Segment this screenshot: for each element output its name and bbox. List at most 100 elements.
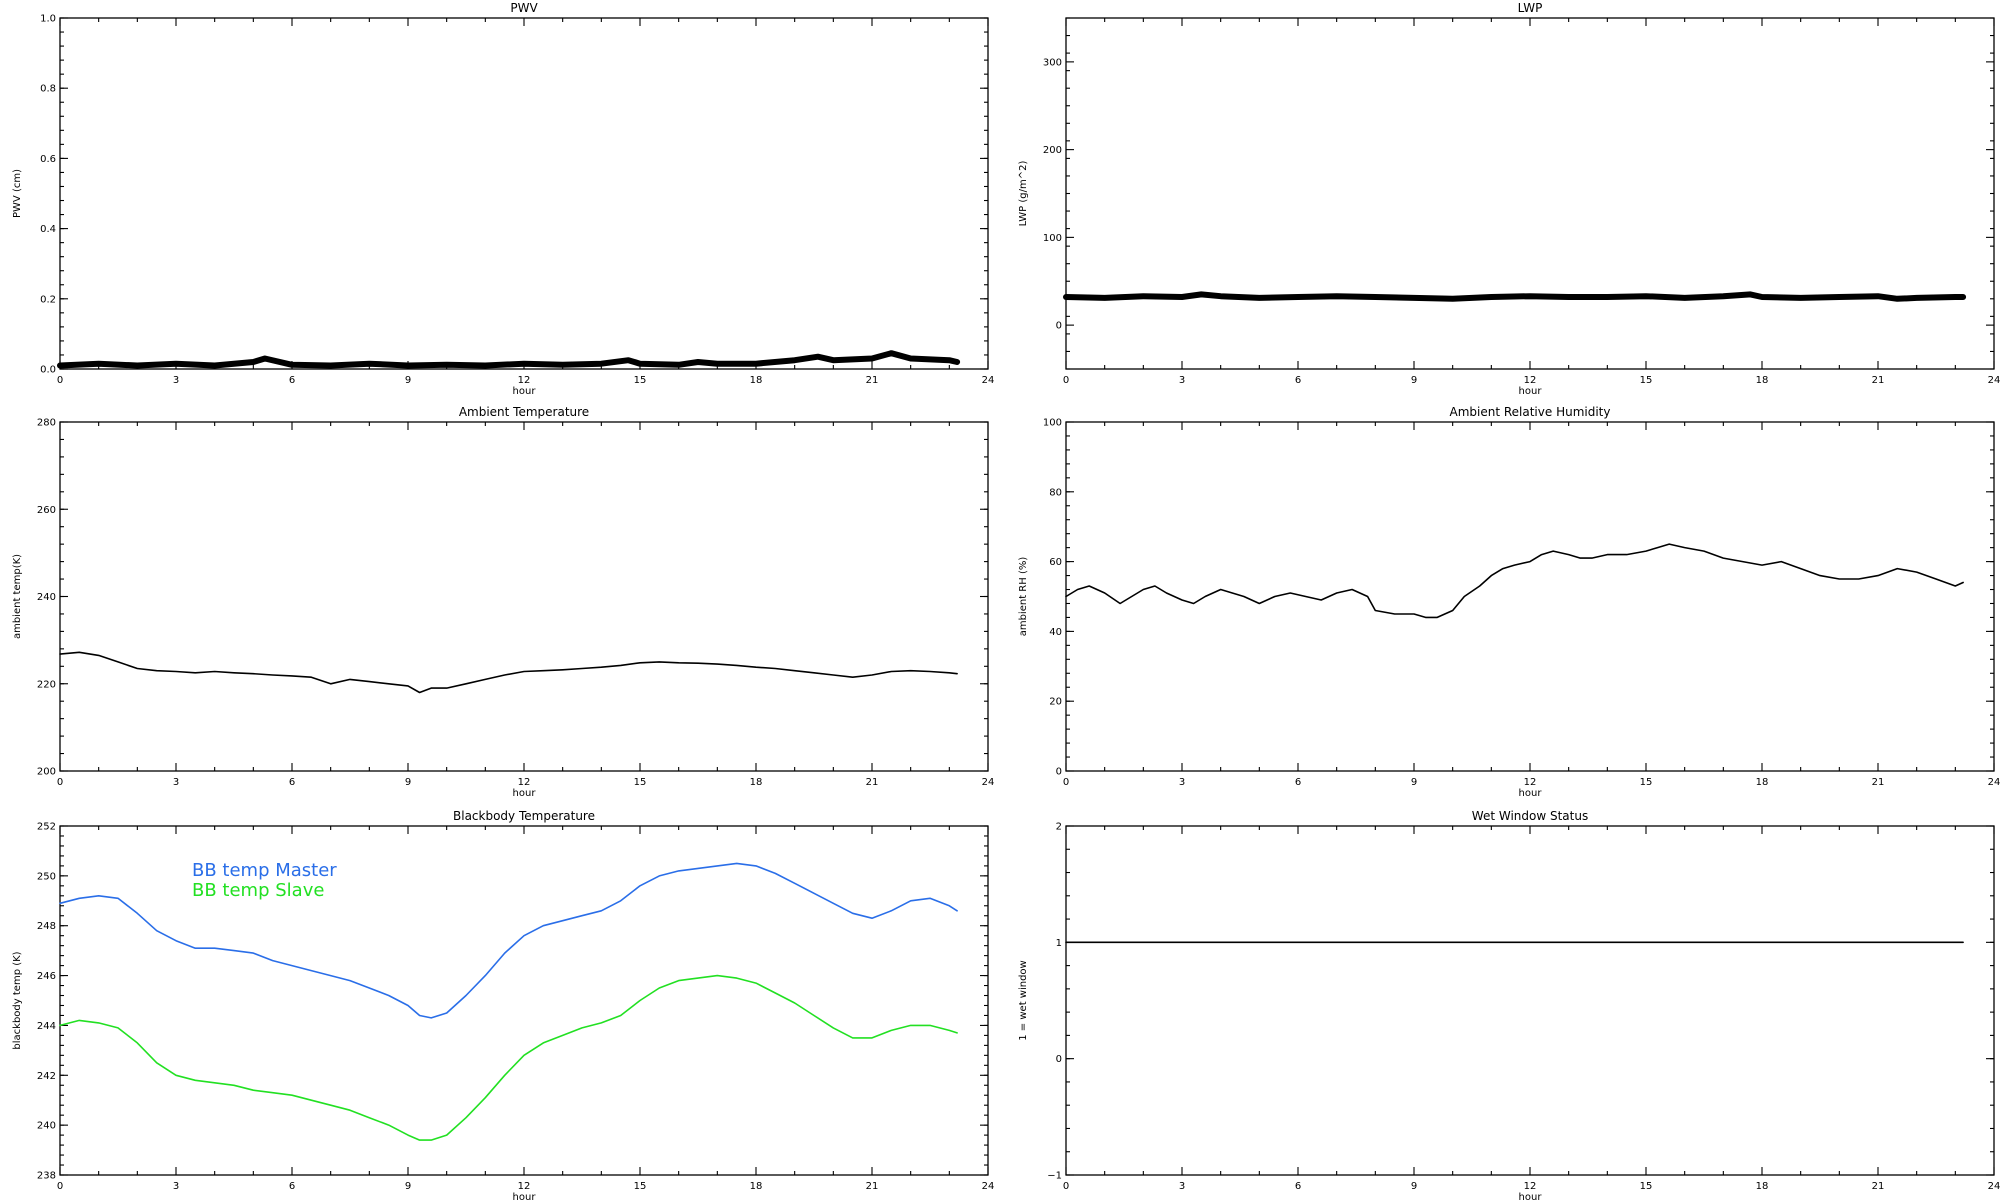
chart-ambient-temp: Ambient Temperature 0 3 6 9 12 15 18 21 24 hour 200…: [12, 405, 994, 799]
x-tick-label: 12: [518, 777, 531, 788]
x-tick-label: 18: [1756, 375, 1769, 386]
x-tick-label: 24: [982, 777, 995, 788]
y-axis-label: blackbody temp (K): [12, 951, 23, 1049]
chart-ambient-rh: Ambient Relative Humidity 0 3 6 9 12 15 18 21 24 h…: [1018, 405, 2000, 799]
y-tick-label: 100: [1043, 233, 1062, 244]
x-tick-label: 0: [1063, 1181, 1069, 1192]
series-line-pwv: [57, 350, 961, 369]
y-axis-label: ambient RH (%): [1018, 557, 1029, 637]
x-tick-label: 0: [57, 777, 63, 788]
y-tick-label: 40: [1049, 627, 1062, 638]
y-tick-label: 200: [37, 767, 56, 778]
y-tick-label: 1: [1056, 938, 1062, 949]
plot-frame: [59, 421, 989, 772]
x-tick-label: 3: [173, 375, 179, 386]
x-tick-label: 24: [982, 375, 995, 386]
x-tick-label: 12: [1524, 777, 1537, 788]
chart-title: Ambient Relative Humidity: [1450, 405, 1611, 419]
x-tick-label: 21: [1872, 375, 1885, 386]
x-tick-label: 0: [1063, 375, 1069, 386]
chart-pwv: PWV 0 3 6 9 12 15 18 21 24 hour 0.0 0.2 0.4 0.6 0.8 1.0 P…: [12, 1, 994, 397]
chart-lwp: LWP 0 3 6 9 12 15 18 21 24 hour 0 100 200 300 LWP (g/m^…: [1018, 1, 2000, 397]
y-tick-label: 0.6: [40, 154, 56, 165]
x-tick-label: 3: [1179, 777, 1185, 788]
x-tick-label: 6: [1295, 375, 1301, 386]
chart-title: Ambient Temperature: [459, 405, 589, 419]
x-tick-label: 21: [866, 777, 879, 788]
x-tick-label: 3: [173, 777, 179, 788]
series-line-ambient-temp: [59, 651, 958, 694]
x-tick-label: 12: [1524, 375, 1537, 386]
x-axis-label: hour: [513, 386, 537, 397]
x-tick-label: 15: [1640, 375, 1653, 386]
x-tick-label: 0: [57, 1181, 63, 1192]
x-tick-label: 3: [1179, 1181, 1185, 1192]
y-tick-label: 20: [1049, 697, 1062, 708]
chart-title: PWV: [510, 1, 538, 15]
x-tick-label: 9: [405, 777, 411, 788]
x-tick-label: 15: [1640, 1181, 1653, 1192]
plot-frame: [1065, 825, 1995, 1176]
y-tick-label: 0: [1056, 767, 1062, 778]
y-tick-label: 238: [37, 1171, 56, 1182]
x-axis-label: hour: [1519, 386, 1543, 397]
x-tick-label: 18: [750, 777, 763, 788]
x-tick-label: 24: [1988, 777, 2000, 788]
y-tick-label: 1.0: [40, 14, 56, 25]
chart-title: LWP: [1518, 1, 1543, 15]
y-tick-label: 0: [1056, 321, 1062, 332]
x-tick-label: 18: [750, 1181, 763, 1192]
y-tick-label: 100: [1043, 418, 1062, 429]
y-axis-label: ambient temp(K): [12, 554, 23, 639]
y-tick-label: 260: [37, 505, 56, 516]
x-tick-label: 21: [866, 1181, 879, 1192]
y-tick-label: 0: [1056, 1054, 1062, 1065]
x-tick-label: 9: [1411, 777, 1417, 788]
x-tick-label: 15: [634, 375, 647, 386]
x-tick-label: 0: [1063, 777, 1069, 788]
legend-entry: BB temp Slave: [192, 880, 324, 901]
y-tick-label: 220: [37, 679, 56, 690]
y-tick-label: 246: [37, 971, 56, 982]
chart-title: Blackbody Temperature: [453, 809, 595, 823]
chart-title: Wet Window Status: [1472, 809, 1588, 823]
x-tick-label: 18: [750, 375, 763, 386]
x-tick-label: 9: [1411, 375, 1417, 386]
x-tick-label: 9: [405, 375, 411, 386]
y-tick-label: 0.8: [40, 84, 56, 95]
y-axis-label: LWP (g/m^2): [1018, 161, 1029, 227]
y-tick-label: 250: [37, 871, 56, 882]
x-tick-label: 9: [1411, 1181, 1417, 1192]
x-axis-label: hour: [513, 1192, 537, 1200]
y-tick-label: 300: [1043, 57, 1062, 68]
y-axis-label: PWV (cm): [12, 169, 23, 218]
x-tick-label: 24: [1988, 375, 2000, 386]
plot-frame: [1065, 17, 1995, 370]
x-tick-label: 15: [634, 1181, 647, 1192]
x-tick-label: 12: [518, 1181, 531, 1192]
x-axis-label: hour: [513, 788, 537, 799]
x-tick-label: 15: [1640, 777, 1653, 788]
series-line-bb-temp-slave: [59, 974, 958, 1141]
x-tick-label: 21: [866, 375, 879, 386]
x-tick-label: 12: [518, 375, 531, 386]
series-line-lwp: [1063, 291, 1967, 302]
y-tick-label: 0.0: [40, 365, 56, 376]
series-line-ambient-rh: [1065, 543, 1964, 619]
x-tick-label: 18: [1756, 1181, 1769, 1192]
y-tick-label: 248: [37, 921, 56, 932]
y-tick-label: 242: [37, 1071, 56, 1082]
y-tick-label: 240: [37, 592, 56, 603]
x-tick-label: 18: [1756, 777, 1769, 788]
x-tick-label: 6: [289, 375, 295, 386]
y-tick-label: −1: [1047, 1171, 1062, 1182]
chart-blackbody-temp: Blackbody Temperature 0 3 6 9 12 15 18 21 24 hour 2…: [12, 809, 994, 1200]
x-axis-label: hour: [1519, 1192, 1543, 1200]
x-tick-label: 6: [1295, 777, 1301, 788]
y-tick-label: 200: [1043, 145, 1062, 156]
y-tick-label: 0.4: [40, 224, 56, 235]
series-line-bb-temp-master: [59, 862, 958, 1019]
x-tick-label: 6: [1295, 1181, 1301, 1192]
x-tick-label: 3: [173, 1181, 179, 1192]
